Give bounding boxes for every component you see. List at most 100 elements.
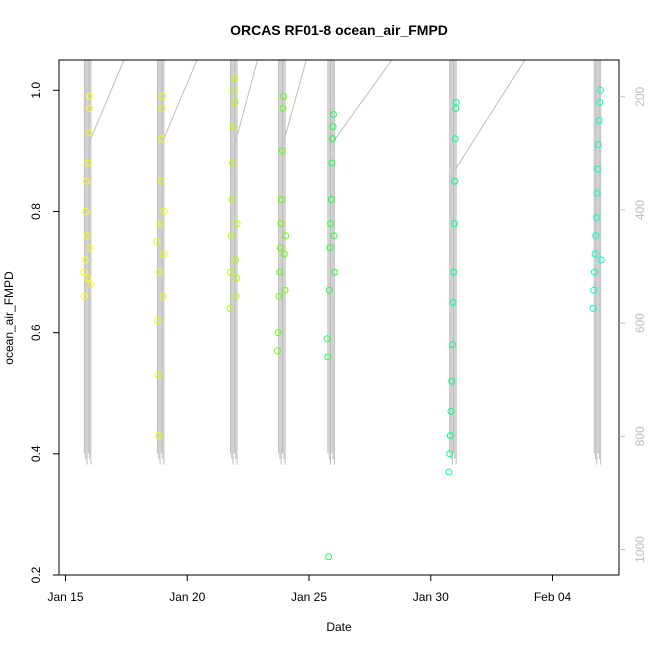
data-point-rf08 (597, 256, 605, 264)
data-point-rf01 (86, 92, 94, 100)
altitude-transit-line (332, 59, 393, 143)
data-point-rf08 (597, 86, 604, 94)
data-point-rf08 (591, 250, 599, 258)
data-point-rf05 (329, 135, 336, 143)
data-point-rf05 (323, 335, 331, 343)
data-point-rf08 (593, 189, 601, 197)
data-point-rf06 (450, 220, 458, 228)
data-point-rf03 (227, 232, 235, 240)
y-tick-label: 0.6 (29, 324, 43, 341)
y2-tick-label: 200 (633, 86, 647, 106)
data-point-rf08 (589, 304, 597, 312)
data-point-rf04 (275, 292, 283, 300)
data-point-rf03 (233, 274, 241, 282)
data-point-rf05 (329, 123, 337, 131)
data-point-rf08 (590, 286, 598, 294)
data-point-rf06 (448, 377, 456, 385)
x-axis-label: Date (326, 620, 352, 634)
data-point-rf04 (274, 347, 281, 355)
data-point-rf01 (81, 256, 89, 264)
y2-tick-label: 400 (633, 200, 647, 220)
data-point-rf03 (233, 220, 241, 228)
altitude-transit-line (454, 59, 526, 171)
data-point-rf01 (85, 159, 92, 167)
altitude-transit-line (283, 59, 307, 143)
data-point-rf03 (231, 74, 239, 82)
data-point-rf03 (229, 159, 237, 167)
data-point-rf06 (451, 135, 459, 143)
data-point-rf01 (87, 244, 94, 252)
data-point-rf04 (276, 244, 284, 252)
data-point-rf03 (232, 256, 240, 264)
data-point-rf02 (158, 105, 166, 112)
chart-title: ORCAS RF01-8 ocean_air_FMPD (230, 22, 448, 38)
data-point-rf03 (229, 123, 237, 131)
data-point-rf01 (80, 292, 88, 300)
data-point-rf05 (331, 268, 338, 276)
altitude-transit-line (88, 59, 125, 143)
data-point-rf08 (595, 141, 602, 149)
data-point-rf05 (327, 195, 335, 203)
data-point-rf03 (232, 292, 240, 300)
x-tick-label: Jan 25 (291, 590, 327, 604)
y2-tick-label: 1000 (633, 536, 647, 563)
data-point-rf04 (280, 92, 288, 100)
data-point-rf05 (328, 159, 336, 167)
data-point-rf04 (277, 220, 285, 228)
data-point-rf05 (325, 553, 333, 561)
data-point-rf01 (83, 177, 90, 185)
data-point-rf04 (278, 195, 286, 203)
data-point-rf03 (228, 195, 236, 203)
y-tick-label: 0.2 (29, 566, 43, 583)
data-point-rf02 (155, 432, 163, 440)
y2-tick-label: 800 (633, 426, 647, 446)
data-point-rf02 (158, 135, 165, 143)
y-axis-label: ocean_air_FMPD (2, 271, 16, 365)
data-point-rf04 (280, 250, 288, 258)
altitude-trace-layer (83, 59, 602, 465)
data-point-rf08 (594, 165, 602, 173)
data-point-rf02 (159, 92, 167, 100)
data-point-rf01 (80, 268, 88, 276)
y-axis: 0.2 0.4 0.6 0.8 1.0 (29, 82, 59, 583)
data-point-rf03 (226, 304, 234, 312)
data-point-rf04 (282, 232, 290, 240)
data-point-rf08 (595, 117, 603, 125)
y2-tick-label: 600 (633, 313, 647, 333)
right-altitude-axis: 200 400 600 800 1000 (619, 86, 647, 563)
x-tick-label: Jan 20 (169, 590, 205, 604)
data-point-rf06 (447, 407, 455, 415)
data-point-rf04 (281, 286, 289, 294)
data-point-rf05 (330, 111, 337, 118)
data-points-layer (80, 74, 605, 561)
data-point-rf02 (154, 371, 162, 379)
data-point-rf06 (446, 450, 454, 458)
data-point-rf06 (451, 177, 459, 185)
data-point-rf05 (324, 353, 332, 361)
x-tick-label: Jan 15 (47, 590, 83, 604)
data-point-rf06 (452, 98, 460, 106)
x-axis: Jan 15 Jan 20 Jan 25 Jan 30 Feb 04 (47, 575, 572, 604)
data-point-rf05 (330, 232, 338, 240)
data-point-rf03 (231, 98, 239, 106)
data-point-rf04 (274, 329, 282, 337)
data-point-rf02 (156, 268, 163, 276)
data-point-rf02 (157, 177, 165, 185)
data-point-rf08 (596, 98, 604, 106)
y-tick-label: 0.4 (29, 445, 43, 462)
data-point-rf05 (327, 220, 335, 228)
data-point-rf01 (84, 274, 92, 282)
data-point-rf04 (276, 268, 284, 276)
data-point-rf04 (279, 105, 287, 112)
data-point-rf03 (230, 86, 238, 94)
data-point-rf08 (592, 232, 600, 240)
data-point-rf08 (590, 268, 598, 276)
x-tick-label: Jan 30 (413, 590, 449, 604)
data-point-rf02 (154, 317, 161, 324)
data-point-rf02 (156, 220, 164, 228)
data-point-rf02 (153, 238, 161, 246)
data-point-rf02 (160, 208, 168, 215)
altitude-transit-line (161, 59, 198, 143)
data-point-rf01 (82, 208, 90, 215)
